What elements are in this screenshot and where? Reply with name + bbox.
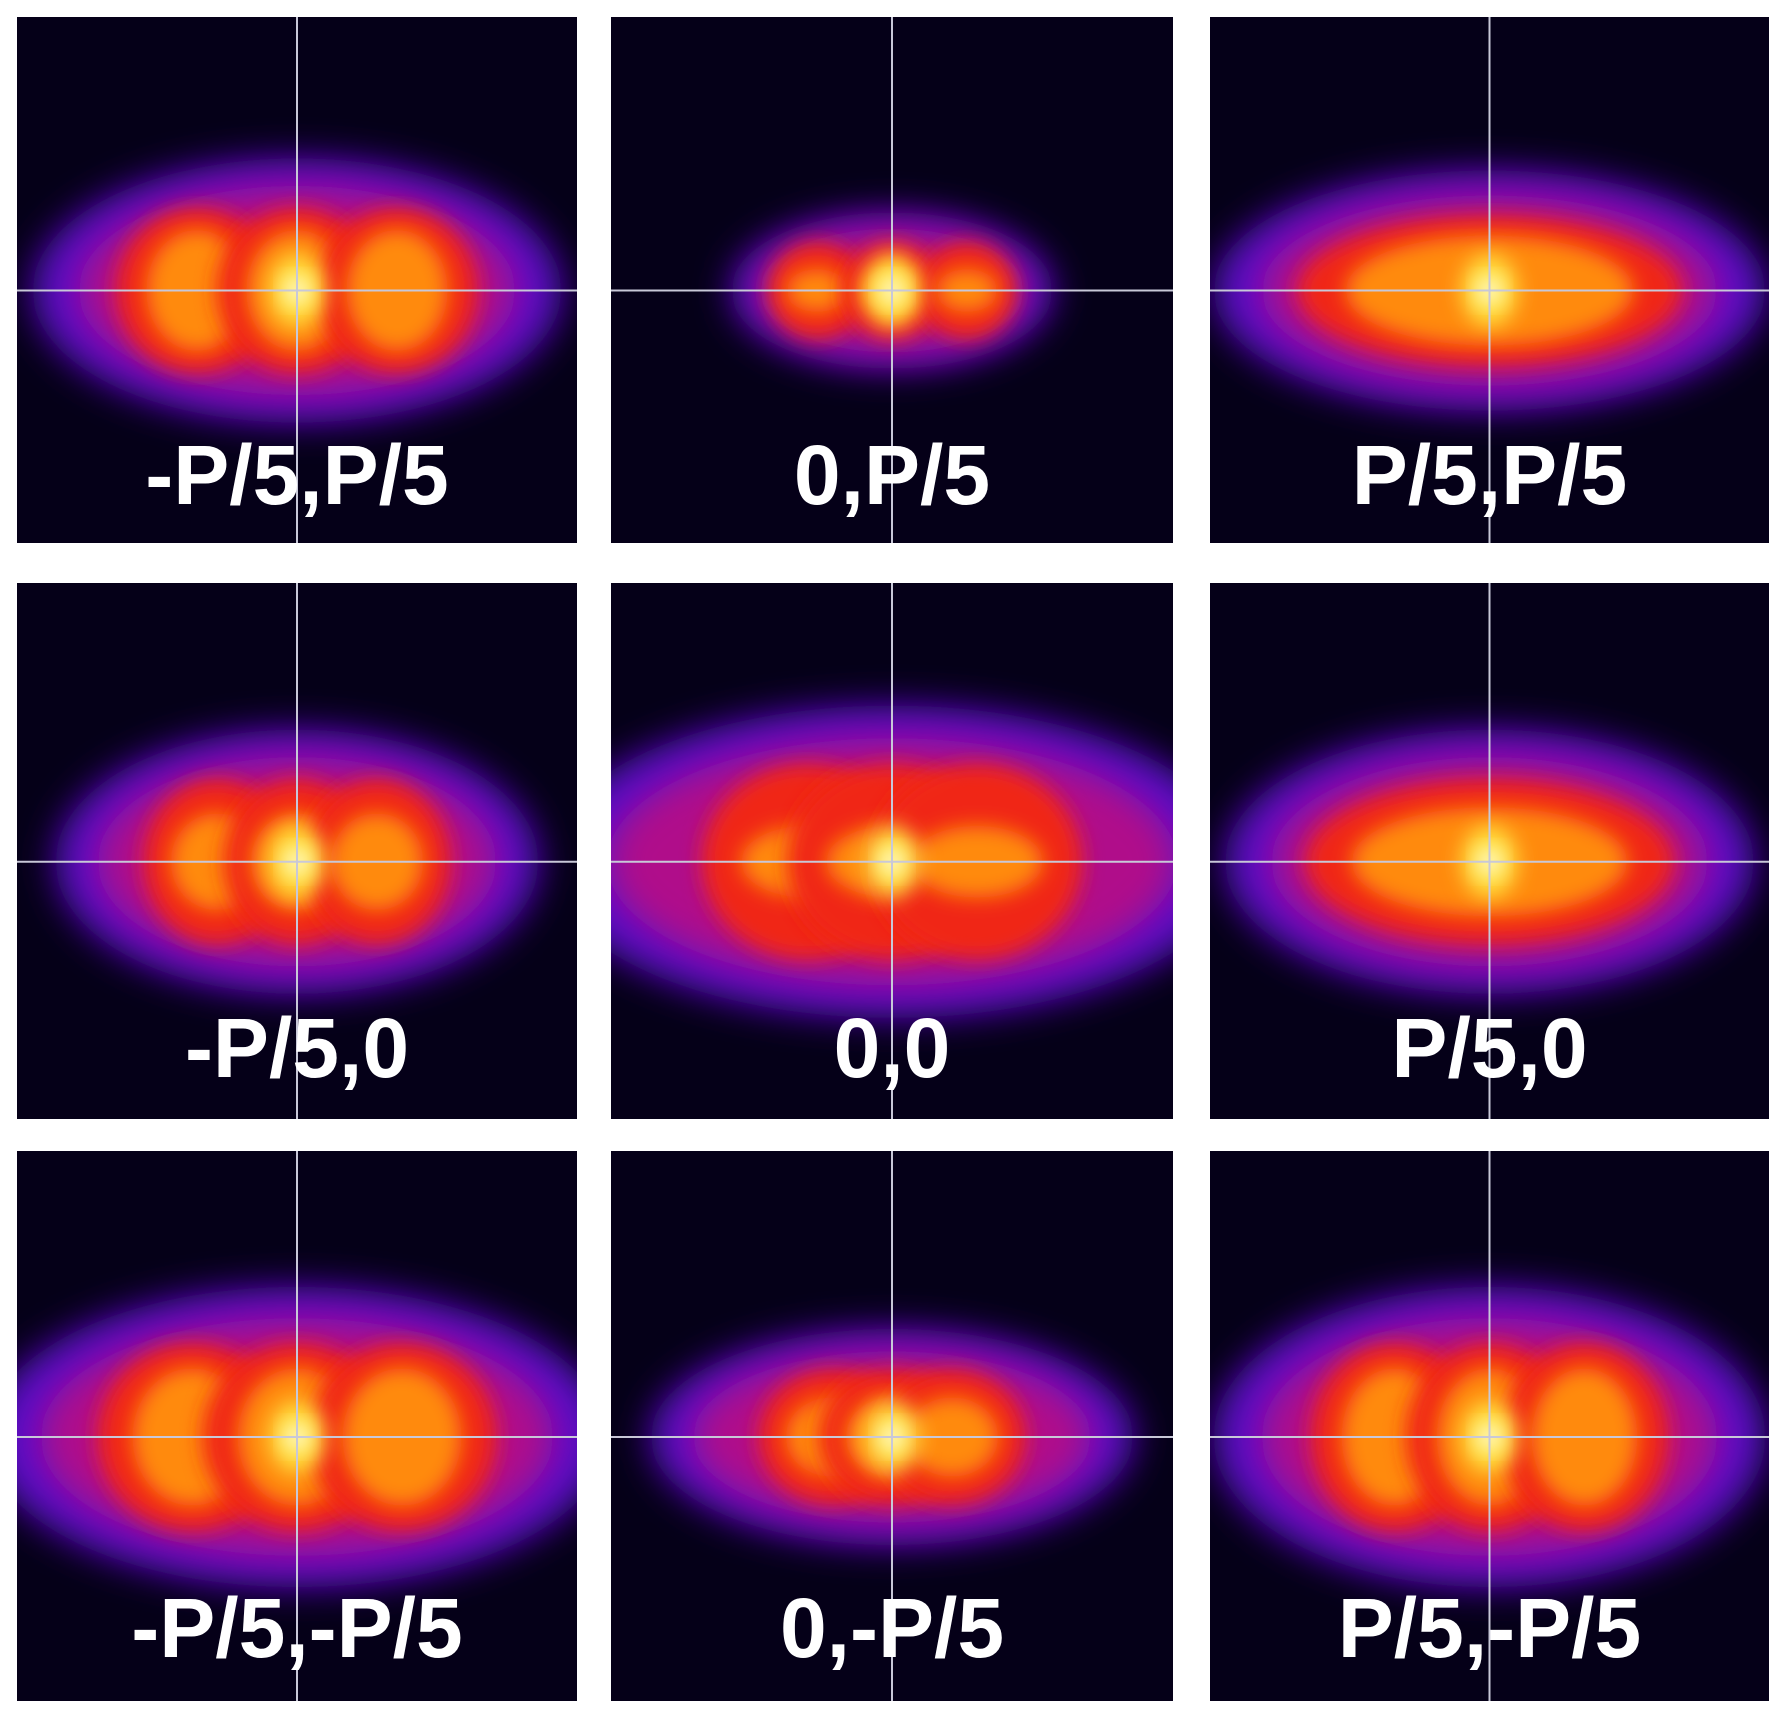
beam-image — [17, 1151, 577, 1701]
beam-image — [17, 583, 577, 1119]
panel: -P/5,P/5 — [17, 17, 577, 543]
panel: 0,-P/5 — [611, 1151, 1173, 1701]
panel-label: 0,0 — [833, 1001, 951, 1096]
panel-label: P/5,P/5 — [1351, 427, 1628, 522]
beam-image — [611, 1151, 1173, 1701]
panel: -P/5,-P/5 — [17, 1151, 577, 1701]
panel-label: 0,P/5 — [793, 427, 991, 522]
beam-image — [1210, 583, 1769, 1119]
panel: 0,P/5 — [611, 17, 1173, 543]
beam-image — [1210, 1151, 1769, 1701]
beam-spot — [1213, 1287, 1766, 1587]
panel: P/5,0 — [1210, 583, 1769, 1119]
panel: 0,0 — [611, 583, 1173, 1119]
panel-label: -P/5,P/5 — [145, 427, 449, 522]
panel: P/5,P/5 — [1210, 17, 1769, 543]
beam-image — [611, 17, 1173, 543]
panel-label: P/5,0 — [1391, 1001, 1588, 1096]
panel-label: 0,-P/5 — [779, 1580, 1005, 1675]
panel: P/5,-P/5 — [1210, 1151, 1769, 1701]
beam-image — [17, 17, 577, 543]
beam-image — [611, 583, 1173, 1119]
panel: -P/5,0 — [17, 583, 577, 1119]
panel-label: -P/5,0 — [184, 1001, 410, 1096]
panel-label: P/5,-P/5 — [1337, 1580, 1642, 1675]
beam-image — [1210, 17, 1769, 543]
panel-label: -P/5,-P/5 — [131, 1580, 463, 1675]
